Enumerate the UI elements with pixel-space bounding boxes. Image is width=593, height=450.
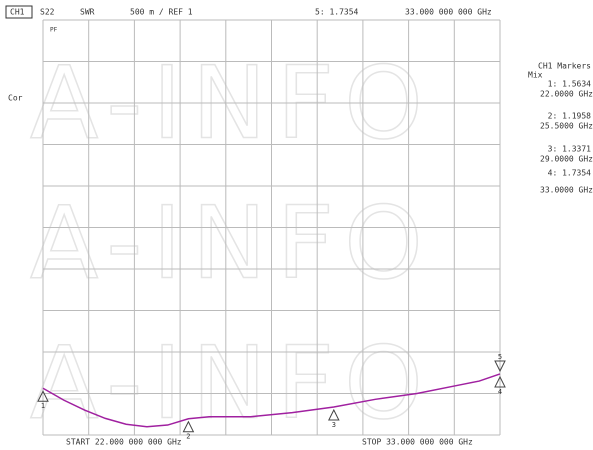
watermark: A-INFO [30, 324, 433, 441]
marker-frequency: 33.0000 GHz [540, 186, 593, 195]
marker-number: 5 [498, 353, 502, 361]
trace [42, 373, 501, 428]
marker-frequency: 29.0000 GHz [540, 155, 593, 164]
correction: Cor [8, 94, 23, 103]
scale: 500 m / REF 1 [130, 8, 193, 17]
channel: CH1 [10, 8, 25, 17]
marker [494, 375, 506, 388]
parameter: S22 [40, 8, 55, 17]
stop-label: STOP 33.000 000 000 GHz [362, 438, 473, 447]
marker-number: 3 [332, 421, 336, 429]
marker-number: 2 [186, 433, 190, 441]
active-marker: 5: 1.7354 [315, 8, 359, 17]
channel-box [5, 5, 33, 19]
marker-readout: 4: 1.7354 [548, 169, 592, 178]
marker-readout: 1: 1.5634 [548, 80, 592, 89]
format: SWR [80, 8, 95, 17]
marker [494, 360, 506, 373]
start-label: START 22.000 000 000 GHz [66, 438, 182, 447]
marker [328, 408, 340, 421]
active-frequency: 33.000 000 000 GHz [405, 8, 492, 17]
marker-readout: 3: 1.3371 [548, 145, 592, 154]
panel-title: CH1 Markers [538, 62, 591, 71]
marker-number: 4 [498, 388, 502, 396]
marker-frequency: 25.5000 GHz [540, 122, 593, 131]
marker-readout: 2: 1.1958 [548, 112, 592, 121]
power-flag: PF [50, 27, 58, 34]
marker [37, 390, 49, 402]
marker [182, 420, 195, 433]
marker-frequency: 22.0000 GHz [540, 90, 593, 99]
watermark: A-INFO [30, 184, 433, 301]
panel-subtitle: Mix [528, 71, 543, 80]
marker-number: 1 [41, 402, 45, 410]
